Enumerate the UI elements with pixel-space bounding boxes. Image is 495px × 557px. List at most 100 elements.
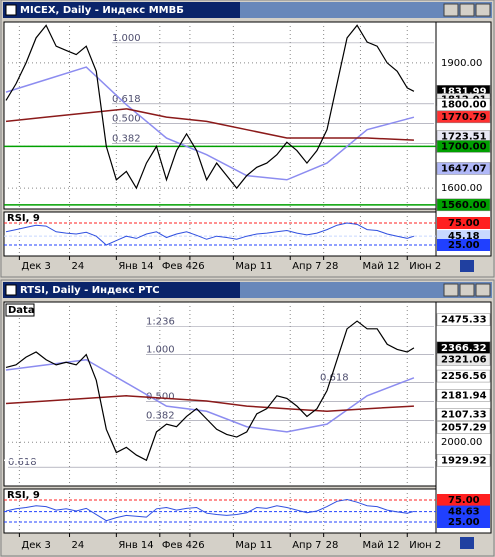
rsi-tag-label: 45.18 [448, 231, 480, 242]
price-tag-label: 2366.32 [441, 343, 487, 354]
fib-label: 0.382 [146, 410, 175, 421]
x-tick-label: Янв 14 [118, 261, 153, 272]
button-close[interactable] [475, 3, 491, 17]
price-tag-label: 1560.00 [441, 200, 487, 211]
price-tag-label: 1800.00 [441, 100, 487, 111]
rsi-label: RSI, 9 [7, 213, 40, 224]
rsi-tag [437, 217, 490, 229]
fib-label: 0.618 [320, 372, 349, 383]
y-tick-label: 1900.00 [441, 58, 482, 69]
rsi-pane [3, 488, 437, 534]
price-tag-label: 1770.79 [441, 112, 487, 123]
fib-label: 0.382 [112, 133, 141, 144]
fib-label: 1.000 [146, 345, 175, 356]
x-tick-label: 24 [72, 540, 85, 551]
price-tag [436, 140, 491, 153]
rsi-tag [437, 505, 490, 518]
fib-label: 0.500 [112, 113, 141, 124]
title-bar-fade [240, 2, 492, 18]
rsi-pane [3, 211, 437, 257]
data-label-box [5, 303, 35, 317]
x-tick-label: 26 [192, 261, 205, 272]
rsi-tag-label: 75.00 [448, 218, 480, 229]
x-tick-label: Апр 7 [292, 261, 321, 272]
x-tick-label: Май 12 [362, 540, 399, 551]
price-line [5, 320, 415, 462]
price-tag-label: 2321.06 [441, 354, 487, 365]
moving-average [5, 358, 415, 433]
x-tick-label: Мар 11 [235, 540, 272, 551]
moving-average [5, 108, 414, 141]
price-tag-label: 1700.00 [441, 141, 487, 152]
price-tag [436, 369, 491, 383]
price-tag [436, 353, 491, 366]
title-bar-fade [240, 282, 492, 298]
x-tick-label: Янв 14 [118, 540, 153, 551]
rsi-tag [437, 239, 490, 251]
price-tag-label: 2475.33 [441, 315, 487, 326]
price-tag [436, 110, 491, 124]
x-tick-label: Фев 4 [162, 261, 192, 272]
price-tag-label: 2107.33 [441, 410, 487, 421]
window-title: MICEX, Daily - Индекс ММВБ [20, 5, 184, 16]
rsi-tag-label: 25.00 [448, 240, 480, 251]
main-pane [3, 301, 437, 487]
button-max[interactable] [459, 3, 475, 17]
price-tag [436, 408, 491, 421]
button-max[interactable] [459, 283, 475, 297]
data-label: Data [8, 305, 35, 316]
button-close[interactable] [475, 283, 491, 297]
price-tag-label: 1929.92 [441, 455, 487, 466]
window-icon [5, 4, 17, 16]
x-tick-label: Апр 7 [292, 540, 321, 551]
fib-label: 1:236 [146, 317, 175, 328]
moving-average [5, 66, 415, 181]
price-tag-label: 1831.99 [441, 86, 487, 97]
x-tick-label: Июн 2 [409, 261, 441, 272]
price-tag-label: 1723.51 [441, 132, 487, 143]
rsi-tag-label: 25.00 [448, 517, 480, 528]
corner-icon [460, 537, 474, 549]
rsi-line [5, 499, 415, 522]
price-tag-label: 2181.94 [441, 390, 487, 401]
price-tag [436, 454, 491, 467]
y-tick-label: 2000.00 [441, 437, 482, 448]
x-tick-label: Июн 2 [409, 540, 441, 551]
price-line [5, 24, 415, 190]
moving-average [5, 395, 414, 413]
fib-label: 1.000 [112, 33, 141, 44]
fib-label: 0.500 [146, 391, 175, 402]
x-tick-label: Фев 4 [162, 540, 192, 551]
main-pane [3, 21, 437, 210]
price-tag [436, 162, 491, 175]
rsi-tag-label: 48.63 [448, 507, 480, 518]
x-tick-label: Май 12 [362, 261, 399, 272]
price-tag-label: 2256.56 [441, 371, 487, 382]
rsi-tag [437, 516, 490, 528]
rsi-label: RSI, 9 [7, 490, 40, 501]
x-tick-label: Дек 3 [21, 540, 51, 551]
x-tick-label: 28 [326, 261, 339, 272]
x-tick-label: Мар 11 [235, 261, 272, 272]
price-tag-label: 1647.07 [441, 163, 487, 174]
price-tag-label: 2057.29 [441, 422, 487, 433]
corner-icon [460, 260, 474, 272]
rsi-line [5, 222, 415, 246]
fib-label: 0.618 [112, 94, 141, 105]
window-title: RTSI, Daily - Индекс РТС [20, 285, 160, 296]
price-tag [436, 198, 491, 212]
rsi-tag-label: 75.00 [448, 495, 480, 506]
price-tag [436, 421, 491, 434]
x-tick-label: 24 [72, 261, 85, 272]
x-tick-label: 28 [326, 540, 339, 551]
button-min[interactable] [443, 283, 459, 297]
button-min[interactable] [443, 3, 459, 17]
x-tick-label: 26 [192, 540, 205, 551]
price-tag [436, 389, 491, 402]
fib-label: 0.618 [8, 457, 37, 468]
y-tick-label: 1600.00 [441, 183, 482, 194]
window-icon [5, 284, 17, 296]
rsi-tag [437, 494, 490, 506]
